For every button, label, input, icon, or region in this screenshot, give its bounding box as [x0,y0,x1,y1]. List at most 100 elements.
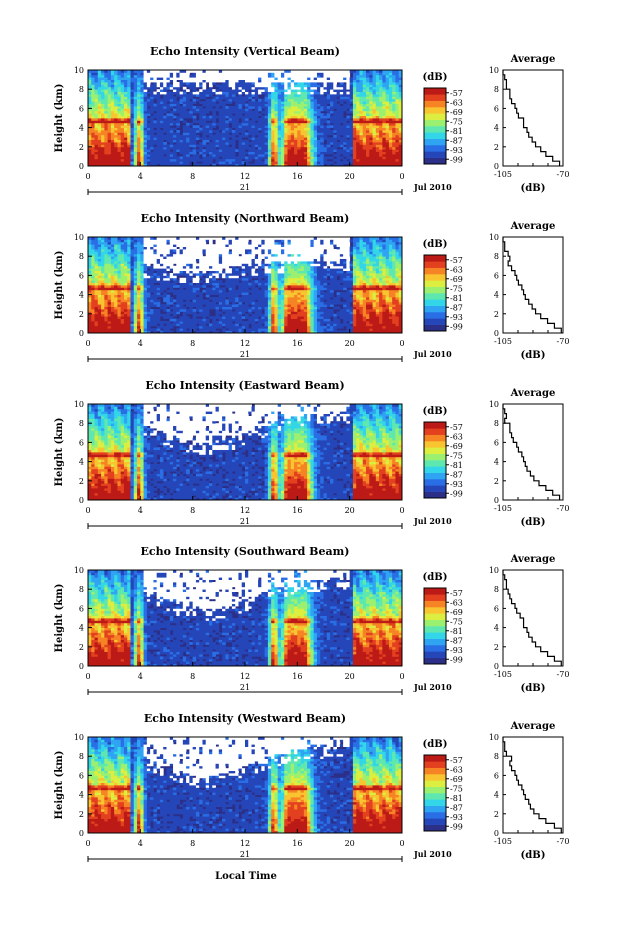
heatmap-cell [169,316,174,319]
heatmap-cell [153,137,158,140]
heatmap-cell [218,154,223,157]
heatmap-cell [146,130,151,133]
heatmap-cell [150,318,154,322]
heatmap-cell [284,106,288,109]
heatmap-cell [140,77,144,80]
heatmap-cell [91,106,95,109]
heatmap-cell [372,91,377,95]
heatmap-cell [153,244,158,247]
heatmap-cell [199,330,203,333]
heatmap-cell [137,258,141,262]
heatmap-cell [195,277,200,281]
heatmap-cell [209,158,213,162]
heatmap-cell [143,304,148,307]
heatmap-cell [140,149,144,152]
heatmap-cell [297,72,301,76]
heatmap-cell [114,318,118,322]
heatmap-cell [238,86,243,90]
heatmap-cell [130,309,135,312]
heatmap-cell [150,77,154,80]
heatmap-cell [202,309,207,312]
heatmap-cell [94,115,99,119]
heatmap-cell [323,137,328,140]
heatmap-cell [88,282,92,286]
heatmap-cell [346,122,351,126]
heatmap-cell [382,158,387,162]
heatmap-cell [186,94,190,97]
heatmap-cell [117,292,122,295]
heatmap-cell [267,113,272,116]
y-tick-label: 4 [79,124,84,133]
heatmap-cell [189,304,194,307]
heatmap-cell [267,91,272,95]
heatmap-cell [130,115,135,119]
heatmap-cell [88,120,92,124]
heatmap-cell [153,122,158,126]
heatmap-cell [189,142,194,145]
heatmap-cell [267,144,272,148]
heatmap-cell [133,163,138,166]
heatmap-cell [199,304,203,307]
heatmap-cell [140,82,144,85]
heatmap-cell [179,84,184,88]
heatmap-cell [382,77,387,80]
heatmap-cell [300,125,305,128]
heatmap-cell [104,115,109,119]
heatmap-cell [199,280,203,283]
heatmap-cell [212,82,216,85]
heatmap-cell [248,120,252,124]
heatmap-cell [163,84,167,88]
heatmap-cell [140,108,144,112]
heatmap-cell [150,89,154,92]
heatmap-cell [173,246,177,250]
heatmap-cell [192,86,197,90]
heatmap-cell [290,82,295,85]
heatmap-cell [316,132,321,136]
heatmap-cell [336,134,341,138]
heatmap-cell [238,125,243,128]
heatmap-cell [146,273,151,276]
heatmap-cell [150,72,154,76]
heatmap-cell [320,84,324,88]
heatmap-cell [356,158,360,162]
heatmap-cell [143,299,148,303]
heatmap-cell [369,137,373,140]
heatmap-cell [94,70,99,73]
heatmap-cell [88,287,92,291]
heatmap-cell [150,84,154,88]
heatmap-cell [369,91,373,95]
heatmap-cell [287,154,292,157]
heatmap-cell [326,70,331,73]
heatmap-cell [313,151,318,155]
heatmap-cell [274,86,279,90]
heatmap-cell [97,318,102,322]
heatmap-cell [228,106,233,109]
heatmap-cell [205,106,210,109]
heatmap-cell [133,285,138,288]
heatmap-cell [114,330,118,333]
heatmap-cell [176,297,180,300]
heatmap-cell [202,316,207,319]
heatmap-cell [123,118,128,121]
heatmap-cell [297,110,301,114]
heatmap-cell [375,96,380,100]
heatmap-cell [316,130,321,133]
heatmap-cell [241,96,246,100]
heatmap-cell [352,108,357,112]
heatmap-cell [209,89,213,92]
heatmap-cell [186,113,190,116]
heatmap-cell [195,77,200,80]
heatmap-cell [290,94,295,97]
heatmap-cell [254,115,259,119]
heatmap-cell [209,122,213,126]
heatmap-cell [320,161,324,164]
heatmap-cell [274,154,279,157]
heatmap-cell [104,130,109,133]
heatmap-cell [127,328,131,331]
heatmap-cell [140,70,144,73]
heatmap-cell [127,280,131,283]
heatmap-cell [202,154,207,157]
heatmap-cell [189,277,194,281]
heatmap-cell [248,77,252,80]
heatmap-cell [159,277,164,281]
